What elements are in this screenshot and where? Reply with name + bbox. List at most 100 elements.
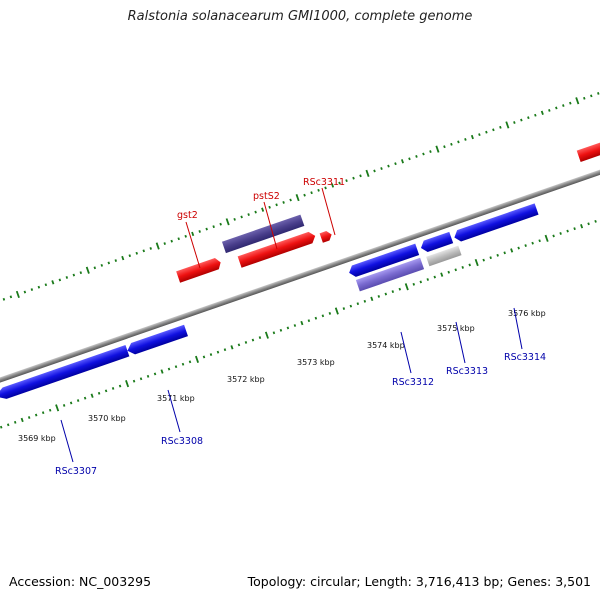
outer-tick-mark bbox=[15, 290, 20, 299]
inner-tick-mark bbox=[279, 328, 283, 332]
outer-tick-mark bbox=[575, 97, 580, 105]
accession-text: Accession: NC_003295 bbox=[9, 574, 152, 589]
inner-tick-mark bbox=[230, 345, 234, 350]
outer-tick-mark bbox=[233, 217, 236, 221]
outer-tick-mark bbox=[548, 108, 551, 112]
outer-tick-mark bbox=[205, 227, 208, 231]
outer-tick-mark bbox=[9, 295, 13, 299]
gene-arrow-RSc3312[interactable] bbox=[347, 243, 420, 279]
forward-label-leaders bbox=[185, 187, 336, 269]
gene-arrow-RSc3307[interactable] bbox=[0, 345, 130, 402]
inner-tick-mark bbox=[293, 324, 297, 327]
outer-tick-mark bbox=[450, 142, 453, 146]
outer-tick-mark bbox=[478, 133, 481, 137]
gene-label-RSc3307[interactable]: RSc3307 bbox=[55, 466, 97, 477]
gene-label-pstS2[interactable]: pstS2 bbox=[253, 191, 280, 202]
outer-tick-mark bbox=[534, 113, 537, 117]
gene-arrow-pstS2[interactable] bbox=[237, 230, 318, 268]
inner-tick-mark bbox=[398, 287, 402, 291]
outer-tick-mark bbox=[540, 110, 544, 116]
gene-label-gst2[interactable]: gst2 bbox=[177, 210, 198, 221]
outer-tick-mark bbox=[191, 231, 195, 237]
gene-arrow-RSc3313-pseudo[interactable] bbox=[426, 245, 462, 267]
inner-tick-mark bbox=[83, 396, 87, 400]
inner-tick-mark bbox=[314, 316, 318, 320]
gene-arrow-right-edge[interactable] bbox=[576, 137, 600, 163]
outer-tick-mark bbox=[93, 266, 97, 270]
outer-tick-mark bbox=[225, 218, 230, 226]
gene-arrow-RSc3312-overlap[interactable] bbox=[355, 257, 425, 292]
inner-tick-mark bbox=[188, 360, 192, 364]
outer-tick-mark bbox=[365, 169, 370, 177]
inner-tick-mark bbox=[6, 423, 10, 427]
outer-tick-mark bbox=[387, 164, 390, 168]
gene-label-RSc3314[interactable]: RSc3314 bbox=[504, 352, 546, 363]
inner-tick-mark bbox=[342, 307, 346, 310]
outer-tick-mark bbox=[44, 283, 48, 287]
inner-tick-mark bbox=[153, 372, 157, 376]
outer-tick-mark bbox=[443, 145, 446, 149]
gene-label-RSc3308[interactable]: RSc3308 bbox=[161, 436, 203, 447]
outer-tick-mark bbox=[317, 188, 320, 192]
scale-label: 3574 kbp bbox=[367, 341, 405, 350]
outer-tick-mark bbox=[485, 130, 488, 134]
gene-arrow-RSc3313[interactable] bbox=[419, 231, 454, 254]
outer-tick-mark bbox=[303, 193, 306, 197]
gene-arrow-gst2[interactable] bbox=[176, 257, 222, 283]
outer-tick-mark bbox=[408, 157, 411, 161]
inner-tick-mark bbox=[216, 350, 220, 354]
inner-tick-mark bbox=[468, 263, 471, 267]
gene-label-RSc3312[interactable]: RSc3312 bbox=[392, 377, 434, 388]
outer-tick-mark bbox=[184, 234, 187, 238]
outer-tick-mark bbox=[435, 145, 440, 153]
outer-tick-mark bbox=[562, 104, 565, 107]
outer-tick-mark bbox=[114, 259, 118, 262]
inner-tick-mark bbox=[76, 399, 80, 402]
inner-tick-mark bbox=[580, 224, 584, 229]
outer-tick-mark bbox=[464, 138, 467, 141]
outer-tick-mark bbox=[254, 210, 257, 214]
inner-tick-mark bbox=[573, 227, 576, 231]
outer-tick-mark bbox=[338, 181, 341, 185]
inner-tick-mark bbox=[440, 272, 444, 277]
outer-tick-mark bbox=[282, 200, 285, 204]
gene-label-RSc3311[interactable]: RSc3311 bbox=[303, 177, 345, 188]
outer-tick-mark bbox=[65, 276, 69, 279]
inner-tick-mark bbox=[258, 336, 262, 340]
inner-tick-mark bbox=[174, 365, 178, 369]
inner-tick-mark bbox=[587, 222, 590, 226]
outer-tick-mark bbox=[268, 205, 271, 209]
outer-tick-mark bbox=[513, 121, 516, 124]
outer-tick-mark bbox=[85, 266, 90, 274]
outer-tick-mark bbox=[135, 251, 139, 255]
inner-tick-mark bbox=[321, 314, 325, 318]
outer-tick-mark bbox=[198, 230, 201, 233]
outer-tick-mark bbox=[128, 254, 132, 258]
outer-tick-mark bbox=[373, 169, 376, 173]
outer-tick-mark bbox=[30, 288, 34, 292]
inner-tick-mark bbox=[496, 253, 499, 257]
scale-label: 3576 kbp bbox=[508, 309, 546, 318]
outer-tick-mark bbox=[569, 101, 572, 105]
gene-arrow-RSc3314[interactable] bbox=[452, 203, 539, 243]
inner-tick-mark bbox=[244, 341, 248, 344]
inner-tick-mark bbox=[307, 319, 311, 323]
inner-tick-mark bbox=[90, 393, 94, 398]
inner-tick-mark bbox=[447, 270, 450, 274]
inner-tick-mark bbox=[349, 304, 353, 308]
gene-label-RSc3313[interactable]: RSc3313 bbox=[446, 366, 488, 377]
outer-tick-mark bbox=[380, 167, 383, 170]
inner-tick-mark bbox=[433, 275, 436, 279]
inner-tick-mark bbox=[237, 343, 241, 347]
inner-tick-mark bbox=[132, 379, 136, 383]
inner-tick-mark bbox=[20, 417, 24, 423]
gene-arrow-pstS2-overlap[interactable] bbox=[221, 214, 305, 254]
scale-label: 3571 kbp bbox=[157, 394, 195, 403]
inner-tick-mark bbox=[286, 326, 290, 330]
inner-tick-mark bbox=[69, 401, 73, 405]
inner-tick-mark bbox=[0, 425, 3, 429]
inner-tick-mark bbox=[363, 299, 367, 303]
outer-tick-mark bbox=[331, 183, 335, 188]
gene-arrow-RSc3311[interactable] bbox=[319, 230, 334, 243]
gene-arrow-RSc3308[interactable] bbox=[125, 324, 188, 357]
